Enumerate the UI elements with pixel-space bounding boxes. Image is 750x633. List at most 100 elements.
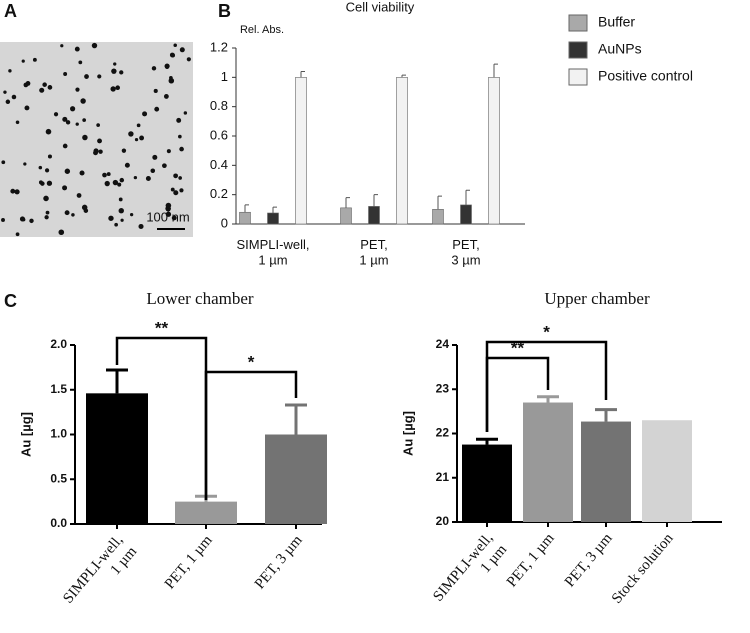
particle <box>113 62 117 66</box>
y-tick-label: 0.5 <box>50 471 67 485</box>
particle <box>133 175 138 180</box>
particle <box>23 82 29 88</box>
particle <box>173 173 179 179</box>
error-bar <box>345 197 350 208</box>
particle <box>74 46 80 52</box>
bar <box>396 77 408 225</box>
particle <box>45 210 50 215</box>
particle <box>62 116 68 122</box>
particle <box>46 180 53 186</box>
chart-title: Upper chamber <box>544 289 650 308</box>
bar <box>581 421 631 522</box>
x-tick-label: PET, 3 µm <box>562 530 616 590</box>
particle <box>115 85 120 91</box>
particle <box>170 187 175 192</box>
significance-bracket <box>204 370 298 500</box>
error-bar <box>244 204 249 213</box>
nanoparticles <box>1 42 191 237</box>
particle <box>162 163 167 169</box>
y-tick-label: 24 <box>436 337 450 351</box>
particle <box>60 44 64 48</box>
micrograph <box>0 42 193 237</box>
particle <box>111 68 117 74</box>
particle <box>129 213 134 217</box>
particle <box>47 85 53 90</box>
particle <box>11 94 17 100</box>
y-tick-label: 0.2 <box>210 186 228 201</box>
particle <box>10 188 16 194</box>
error-bar <box>595 408 617 422</box>
particle <box>42 82 47 87</box>
bar <box>523 402 573 522</box>
particle <box>119 177 125 183</box>
y-tick-label: 1.0 <box>50 427 67 441</box>
bar <box>460 204 472 225</box>
bar <box>175 501 237 524</box>
particle <box>14 189 20 195</box>
particle <box>150 168 156 174</box>
particle <box>119 70 124 75</box>
particle <box>114 222 118 227</box>
particle <box>152 154 158 160</box>
particle <box>75 87 80 92</box>
error-bar <box>476 437 498 445</box>
particle <box>97 74 102 79</box>
particle <box>183 111 188 115</box>
particle <box>179 47 185 53</box>
error-bar <box>537 395 559 403</box>
particle <box>112 179 119 186</box>
particle <box>102 172 107 178</box>
particle <box>82 118 86 122</box>
x-tick-label: PET, 1 µm <box>359 237 388 268</box>
x-tick-label: PET, 1 µm <box>504 530 558 590</box>
y-tick-label: 21 <box>436 470 450 484</box>
legend-swatch <box>568 68 588 86</box>
particle <box>84 74 89 79</box>
particle <box>97 138 102 144</box>
y-tick-label: 1 <box>221 69 228 84</box>
chart-title: Lower chamber <box>146 289 253 308</box>
particle <box>173 43 177 48</box>
particle <box>166 149 171 154</box>
particle <box>124 162 130 168</box>
particle <box>121 148 127 153</box>
particle <box>75 122 79 126</box>
bar <box>86 393 148 524</box>
y-tick-label: 0.0 <box>50 516 67 530</box>
particle <box>47 154 52 159</box>
particle <box>62 143 68 149</box>
particle <box>1 217 5 222</box>
x-tick-label: PET, 1 µm <box>162 532 216 592</box>
legend-swatch <box>568 14 588 32</box>
y-tick-label: 2.0 <box>50 337 67 351</box>
error-bar <box>465 189 470 205</box>
particle <box>38 165 43 170</box>
particle <box>63 72 68 76</box>
particle <box>15 232 20 237</box>
significance-bracket <box>485 340 608 432</box>
particle <box>117 182 122 187</box>
bar <box>432 209 444 225</box>
particle <box>169 76 173 80</box>
x-tick-label: PET, 3 µm <box>252 532 306 592</box>
particle <box>15 120 20 125</box>
particle <box>118 208 124 214</box>
error-bar <box>272 206 277 213</box>
y-tick-label: 23 <box>436 381 450 395</box>
particle <box>179 146 184 152</box>
particle <box>139 135 145 141</box>
particle <box>178 176 182 180</box>
x-tick-label: SIMPLI-well,1 µm <box>61 532 141 618</box>
particle <box>98 149 103 154</box>
significance-label: ** <box>155 318 169 337</box>
particle <box>64 168 71 174</box>
y-tick-label: 0.8 <box>210 98 228 113</box>
particle <box>110 86 116 92</box>
particle <box>43 195 49 202</box>
bar <box>239 211 251 225</box>
particle <box>163 93 169 99</box>
particle <box>79 170 85 176</box>
x-tick-label: Stock solution <box>609 530 677 607</box>
particle <box>136 123 141 128</box>
bar <box>295 77 307 225</box>
